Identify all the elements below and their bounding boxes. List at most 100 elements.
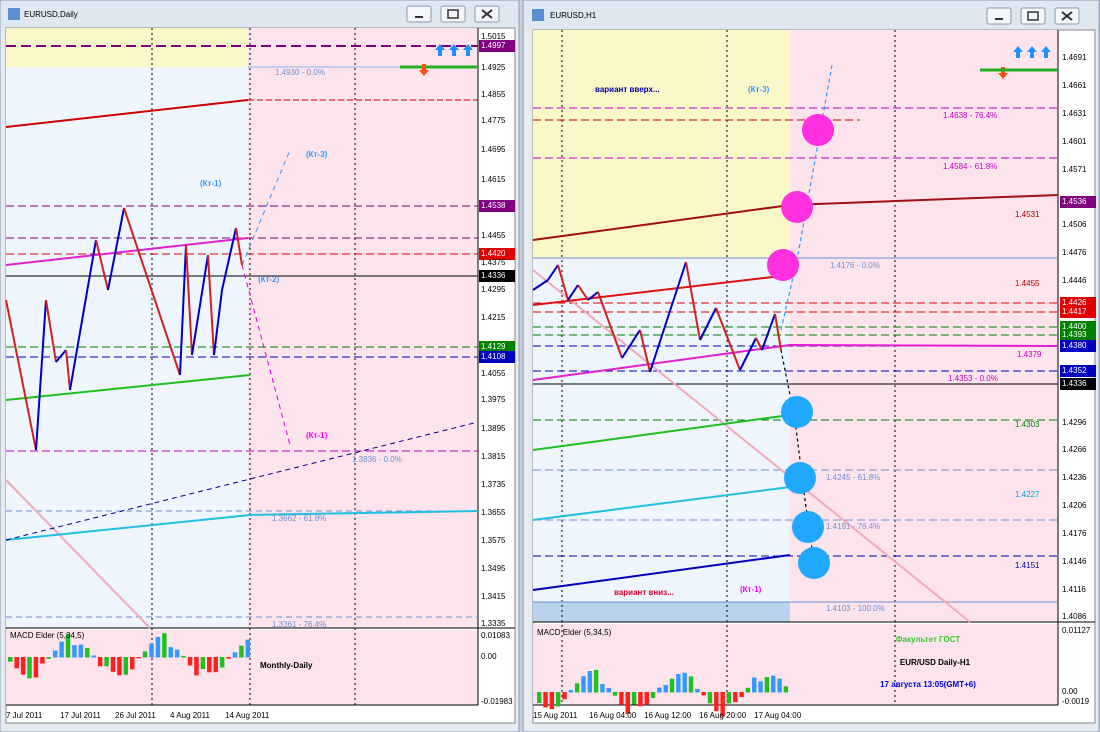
- macd-label: 0.00: [1062, 687, 1078, 696]
- macd-label: -0.0019: [1062, 697, 1090, 706]
- annotation: 1.4245 - 61.8%: [826, 473, 880, 482]
- arrow-icon: [419, 64, 429, 76]
- macd-bar: [707, 692, 713, 704]
- price-box: [1060, 340, 1096, 352]
- macd-bar: [764, 677, 770, 693]
- macd-bar: [676, 674, 681, 693]
- target-marker: [798, 547, 830, 579]
- price-box: [479, 40, 515, 52]
- line: [761, 313, 776, 351]
- window-max[interactable]: [1020, 7, 1046, 25]
- line: [5, 421, 479, 541]
- macd-bar: [612, 692, 618, 696]
- annotation: 1.3361 - 76.4%: [272, 620, 326, 629]
- annotation: 1.3836 - 0.0%: [352, 455, 402, 464]
- price-label: 1.3335: [481, 619, 506, 628]
- window-title: EURUSD,H1: [550, 11, 597, 20]
- macd-bar: [91, 655, 96, 658]
- macd-bar: [631, 692, 637, 705]
- window-icon: [8, 8, 20, 20]
- price-label: 1.4417: [1062, 307, 1087, 316]
- macd-bar: [52, 650, 58, 658]
- line: [185, 244, 193, 356]
- date-label: 7 Jul 2011: [6, 711, 43, 720]
- macd-bar: [549, 692, 555, 710]
- line: [5, 510, 479, 541]
- macd-bar: [555, 692, 561, 707]
- line: [5, 237, 249, 266]
- price-label: 1.3495: [481, 564, 506, 573]
- macd-bar: [568, 690, 574, 693]
- price-label: 1.4352: [1062, 366, 1087, 375]
- price-label: 1.3815: [481, 452, 506, 461]
- price-label: 1.4601: [1062, 137, 1087, 146]
- annotation: (Кт-1): [740, 585, 762, 594]
- price-box: [479, 341, 515, 353]
- annotation: 1.4930 - 0.0%: [275, 68, 325, 77]
- price-label: 1.4426: [1062, 298, 1087, 307]
- macd-bar: [226, 657, 231, 659]
- window-max[interactable]: [440, 5, 466, 23]
- macd-bar: [174, 649, 180, 658]
- macd-bar: [726, 692, 732, 704]
- line: [532, 269, 971, 623]
- price-label: 1.4661: [1062, 81, 1087, 90]
- line: [699, 307, 717, 341]
- macd-bar: [20, 657, 26, 675]
- price-label: 1.4538: [481, 201, 506, 210]
- line: [532, 279, 549, 291]
- window-min[interactable]: [406, 5, 432, 23]
- macd-label: 0.00: [481, 652, 497, 661]
- macd-label: 0.01127: [1062, 626, 1091, 635]
- price-label: 1.4380: [1062, 341, 1087, 350]
- footer-text: EUR/USD Daily-H1: [900, 658, 971, 667]
- macd-bar: [239, 645, 244, 658]
- annotation: 1.4176 - 0.0%: [830, 261, 880, 270]
- price-label: 1.4455: [481, 231, 506, 240]
- macd-bar: [142, 651, 148, 658]
- price-label: 1.4236: [1062, 473, 1087, 482]
- annotation: (Кт-3): [306, 150, 328, 159]
- macd-bar: [245, 639, 251, 658]
- line: [213, 289, 223, 356]
- price-label: 1.4615: [481, 175, 506, 184]
- line: [639, 329, 651, 373]
- line: [557, 264, 569, 301]
- line: [5, 374, 251, 401]
- price-box: [479, 248, 515, 260]
- line: [241, 264, 291, 446]
- arrow-icon: [463, 44, 473, 56]
- window-min[interactable]: [986, 7, 1012, 25]
- line: [179, 244, 187, 376]
- price-label: 1.5015: [481, 32, 506, 41]
- line: [5, 479, 151, 629]
- price-box: [1060, 378, 1096, 390]
- macd-label: -0.01983: [481, 697, 513, 706]
- macd-bar: [650, 692, 656, 699]
- price-label: 1.3415: [481, 592, 506, 601]
- macd-bar: [688, 676, 694, 693]
- macd-bar: [625, 692, 630, 714]
- arrow-icon: [449, 44, 459, 56]
- price-box: [479, 200, 515, 212]
- line: [685, 261, 701, 341]
- price-label: 1.4400: [1062, 322, 1087, 331]
- price-label: 1.3975: [481, 395, 506, 404]
- line: [739, 337, 757, 371]
- macd-bar: [733, 692, 738, 703]
- line: [649, 261, 687, 373]
- price-label: 1.4108: [481, 352, 506, 361]
- line: [69, 239, 97, 391]
- price-box: [479, 351, 515, 363]
- window-icon: [532, 9, 544, 21]
- annotation: 1.4151: [1015, 561, 1040, 570]
- zone-pink: [248, 28, 478, 628]
- price-label: 1.4116: [1062, 585, 1086, 594]
- macd-bar: [669, 678, 675, 693]
- macd-bar: [219, 657, 225, 668]
- annotation: 1.4455: [1015, 279, 1040, 288]
- icon: [1027, 11, 1039, 21]
- macd-bar: [720, 692, 725, 717]
- macd-bar: [104, 657, 109, 667]
